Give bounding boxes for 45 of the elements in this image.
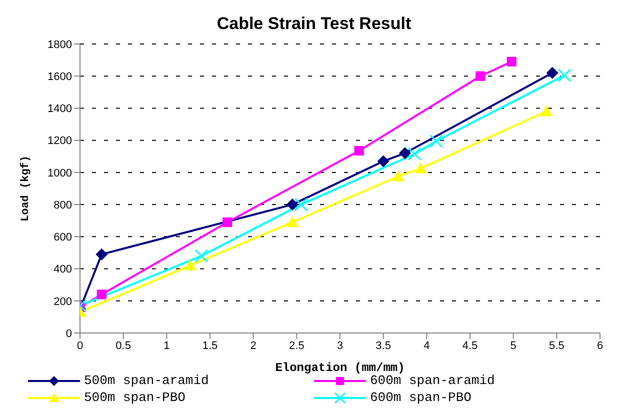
point <box>546 66 558 79</box>
y-tick-label: 800 <box>54 199 72 212</box>
x-tick-label: 4 <box>424 340 430 352</box>
y-tick-label: 0 <box>66 328 72 340</box>
point <box>414 162 427 174</box>
point <box>286 198 298 211</box>
y-tick-label: 400 <box>54 264 72 276</box>
chart-title: Cable Strain Test Result <box>216 13 412 35</box>
point <box>506 56 516 66</box>
legend-label: 600m span-PBO <box>370 390 472 405</box>
x-tick-label: 2.5 <box>289 340 304 352</box>
legend-label: 600m span-aramid <box>370 373 495 388</box>
x-tick-label: 3 <box>336 340 344 352</box>
y-tick-label: 1600 <box>48 71 72 84</box>
point <box>96 248 108 260</box>
legend-label: 500m span-PBO <box>84 390 186 405</box>
point <box>184 260 196 270</box>
y-tick-label: 600 <box>54 232 72 244</box>
x-tick-label: 5 <box>510 340 516 352</box>
legend-label: 500m span-aramid <box>84 373 209 388</box>
y-tick-label: 200 <box>54 296 72 308</box>
point <box>540 105 552 116</box>
y-tick-label: 1800 <box>48 38 72 51</box>
x-axis-title: Elongation (mm/mm) <box>275 361 405 375</box>
y-tick-label: 1400 <box>48 103 72 116</box>
point <box>286 216 298 228</box>
x-tick-label: 1 <box>164 340 170 352</box>
point <box>222 217 232 228</box>
x-tick-label: 5.5 <box>549 340 564 352</box>
x-tick-label: 1.5 <box>202 340 218 352</box>
x-tick-label: 6 <box>596 340 604 352</box>
x-tick-label: 2 <box>250 340 256 352</box>
point <box>392 170 404 182</box>
y-tick-label: 1200 <box>48 135 72 148</box>
point <box>354 146 364 156</box>
point <box>96 290 106 300</box>
x-tick-label: 0 <box>76 340 84 352</box>
x-tick-label: 0.5 <box>116 340 131 352</box>
point <box>399 147 411 160</box>
point <box>476 71 486 81</box>
x-tick-label: 3.5 <box>376 340 391 352</box>
y-tick-label: 1000 <box>48 167 72 180</box>
x-tick-label: 4.5 <box>462 340 478 352</box>
y-axis-title: Load (kgf) <box>18 155 32 222</box>
point <box>377 155 390 168</box>
